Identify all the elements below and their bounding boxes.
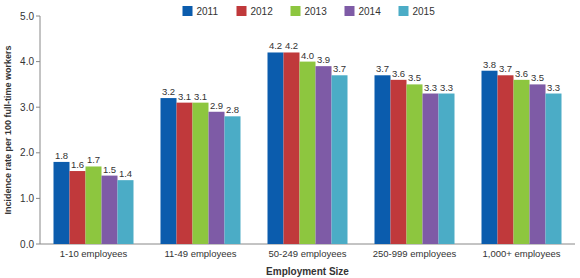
bars [54,52,562,244]
y-tick [36,61,40,62]
y-tick [36,16,40,17]
data-label: 1.8 [55,150,68,161]
data-label: 3.1 [194,91,207,102]
legend-swatch [399,6,409,16]
x-tick-label: 1,000+ employees [483,248,561,259]
data-label: 3.7 [499,63,512,74]
bar [268,52,284,244]
x-tick-label: 250-999 employees [373,248,457,259]
data-label: 3.7 [376,63,389,74]
data-label: 3.3 [424,82,437,93]
bar [439,94,455,244]
bar [284,52,300,244]
data-label: 3.5 [531,72,544,83]
bar [332,75,348,244]
y-axis [40,16,41,244]
bar [118,180,134,244]
bar [70,171,86,244]
data-label: 4.2 [285,40,298,51]
bar [514,80,530,244]
legend-swatch [291,6,301,16]
bar [530,84,546,244]
y-tick-label: 0.0 [20,239,34,250]
data-label: 4.2 [269,40,282,51]
bar [225,116,241,244]
y-axis-label: Incidence rate per 100 full-time workers [3,45,13,214]
bar [546,94,562,244]
y-tick [36,244,40,245]
bar [102,176,118,244]
chart: 0.01.02.03.04.05.01.83.24.23.73.81.63.14… [0,0,580,278]
data-label: 3.6 [515,68,528,79]
bar [209,112,225,244]
bar [407,84,423,244]
y-tick-label: 3.0 [20,102,34,113]
data-label: 3.3 [547,82,560,93]
bar [375,75,391,244]
y-tick [36,198,40,199]
legend-label: 2015 [413,6,436,17]
data-label: 2.8 [226,104,239,115]
data-label: 2.9 [210,100,223,111]
y-tick-label: 1.0 [20,193,34,204]
x-axis-label: Employment Size [266,266,349,277]
bar [391,80,407,244]
bar [498,75,514,244]
data-label: 3.2 [162,86,175,97]
data-label: 4.0 [301,50,314,61]
data-label: 1.4 [119,168,132,179]
bar [54,162,70,244]
data-label: 3.7 [333,63,346,74]
legend-swatch [345,6,355,16]
bar [300,62,316,244]
data-label: 3.8 [483,59,496,70]
bar [86,166,102,244]
bar [177,103,193,244]
bar [316,66,332,244]
data-label: 3.9 [317,54,330,65]
legend: 2011 2012 2013 2014 2015 [183,6,436,17]
x-tick-label: 1-10 employees [60,248,128,259]
data-label: 1.7 [87,154,100,165]
y-tick-label: 4.0 [20,56,34,67]
bar [161,98,177,244]
data-label: 3.1 [178,91,191,102]
bar [193,103,209,244]
legend-swatch [237,6,247,16]
y-tick [36,107,40,108]
x-tick-label: 50-249 employees [268,248,346,259]
data-label: 3.3 [440,82,453,93]
legend-label: 2013 [305,6,328,17]
data-labels: 1.83.24.23.73.81.63.14.23.63.71.73.14.03… [55,40,560,179]
x-tick-label: 11-49 employees [164,248,236,259]
legend-label: 2014 [359,6,382,17]
legend-label: 2011 [197,6,219,17]
data-label: 3.6 [392,68,405,79]
y-tick-label: 2.0 [20,147,34,158]
data-label: 1.5 [103,164,116,175]
data-label: 3.5 [408,72,421,83]
legend-label: 2012 [251,6,274,17]
data-label: 1.6 [71,159,84,170]
y-tick-label: 5.0 [20,11,34,22]
bar [482,71,498,244]
bar [423,94,439,244]
legend-swatch [183,6,193,16]
y-tick [36,152,40,153]
